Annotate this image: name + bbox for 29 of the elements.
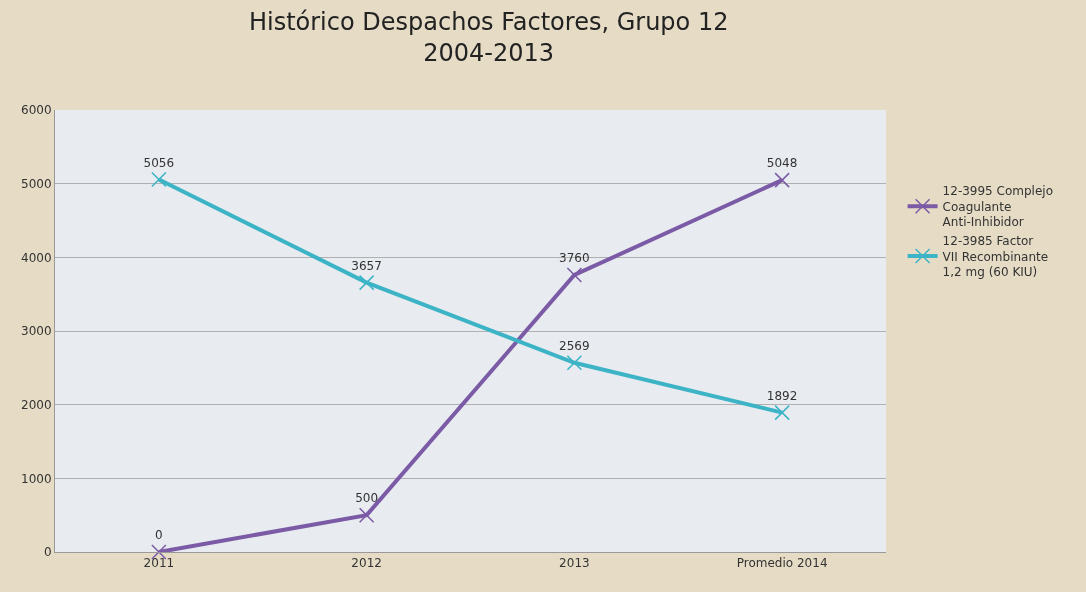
- data-label: 2569: [559, 339, 590, 353]
- x-tick-label: 2012: [351, 556, 382, 571]
- data-label: 5048: [766, 156, 798, 171]
- y-tick-label: 3000: [21, 324, 52, 339]
- legend-label: 12-3995 Complejo Coagulante Anti-Inhibidor: [942, 184, 1053, 230]
- y-tick-label: 2000: [21, 397, 52, 412]
- y-tick-label: 6000: [21, 103, 52, 118]
- chart-title: Histórico Despachos Factores, Grupo 12 2004-2013: [248, 7, 729, 67]
- point: [358, 507, 375, 523]
- point: [151, 171, 167, 188]
- y-tick-label: 5000: [21, 176, 52, 191]
- y-tick-label: 0: [43, 545, 52, 560]
- x-tick-label: 2013: [559, 556, 590, 571]
- y-tick-label: 4000: [21, 250, 52, 265]
- legend-label: 12-3985 Factor VII Recombinante 1,2 mg (60 KIU): [942, 234, 1049, 280]
- point: [774, 172, 790, 188]
- point: [566, 267, 583, 283]
- y-tick-label: 1000: [21, 471, 52, 486]
- x-tick-label: Promedio 2014: [736, 556, 828, 571]
- x-tick-label: 2011: [143, 556, 175, 571]
- point: [566, 355, 583, 371]
- data-label: 500: [355, 491, 379, 506]
- data-label: 1892: [766, 388, 798, 403]
- data-label: 0: [155, 528, 163, 543]
- point: [358, 274, 375, 291]
- point: [774, 404, 790, 421]
- data-label: 5056: [143, 155, 175, 170]
- data-label: 3760: [559, 251, 590, 266]
- data-label: 3657: [351, 258, 382, 273]
